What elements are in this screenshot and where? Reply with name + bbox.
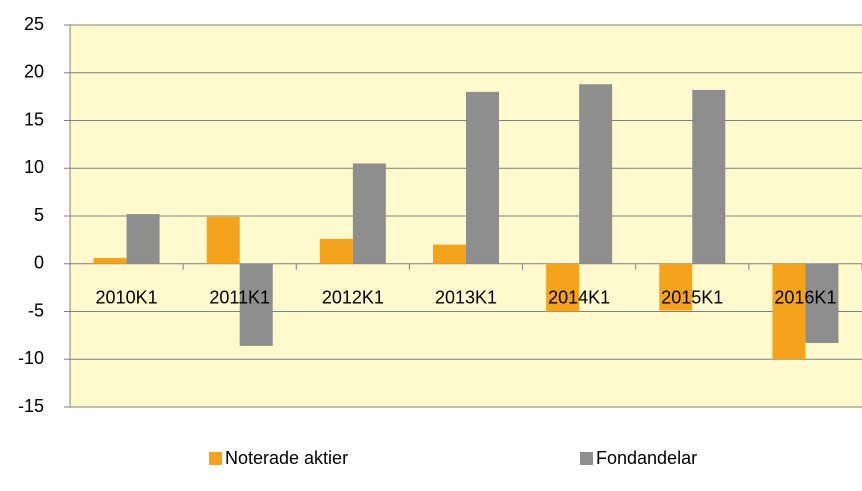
- legend-swatch: [580, 452, 593, 465]
- bar: [433, 244, 466, 264]
- x-tick-label: 2014K1: [548, 288, 610, 308]
- bar: [805, 263, 839, 344]
- y-tick-label: 25: [24, 14, 44, 34]
- y-tick-label: 10: [24, 157, 44, 177]
- x-tick-label: 2016K1: [774, 288, 836, 308]
- y-tick-label: -10: [18, 348, 44, 368]
- legend-label: Noterade aktier: [225, 448, 348, 468]
- bar: [546, 263, 580, 312]
- y-tick-label: 5: [34, 205, 44, 225]
- bar: [239, 263, 273, 346]
- x-tick-label: 2013K1: [435, 288, 497, 308]
- y-tick-label: -5: [28, 300, 44, 320]
- y-tick-label: 0: [34, 253, 44, 273]
- bar: [126, 214, 160, 264]
- legend-swatch: [209, 452, 222, 465]
- y-tick-label: 20: [24, 62, 44, 82]
- bar: [772, 263, 806, 360]
- y-tick-label: 15: [24, 109, 44, 129]
- bar: [579, 84, 613, 264]
- x-tick-label: 2011K1: [209, 288, 270, 308]
- y-tick-label: -15: [18, 396, 44, 416]
- x-tick-label: 2012K1: [322, 288, 384, 308]
- bar: [692, 89, 726, 264]
- bar: [466, 91, 499, 264]
- bar: [93, 258, 127, 264]
- bar: [352, 163, 386, 264]
- x-tick-label: 2010K1: [96, 288, 158, 308]
- legend-label: Fondandelar: [596, 448, 697, 468]
- x-tick-label: 2015K1: [661, 288, 723, 308]
- bar: [206, 216, 240, 264]
- bar: [319, 238, 353, 264]
- bar: [659, 263, 693, 311]
